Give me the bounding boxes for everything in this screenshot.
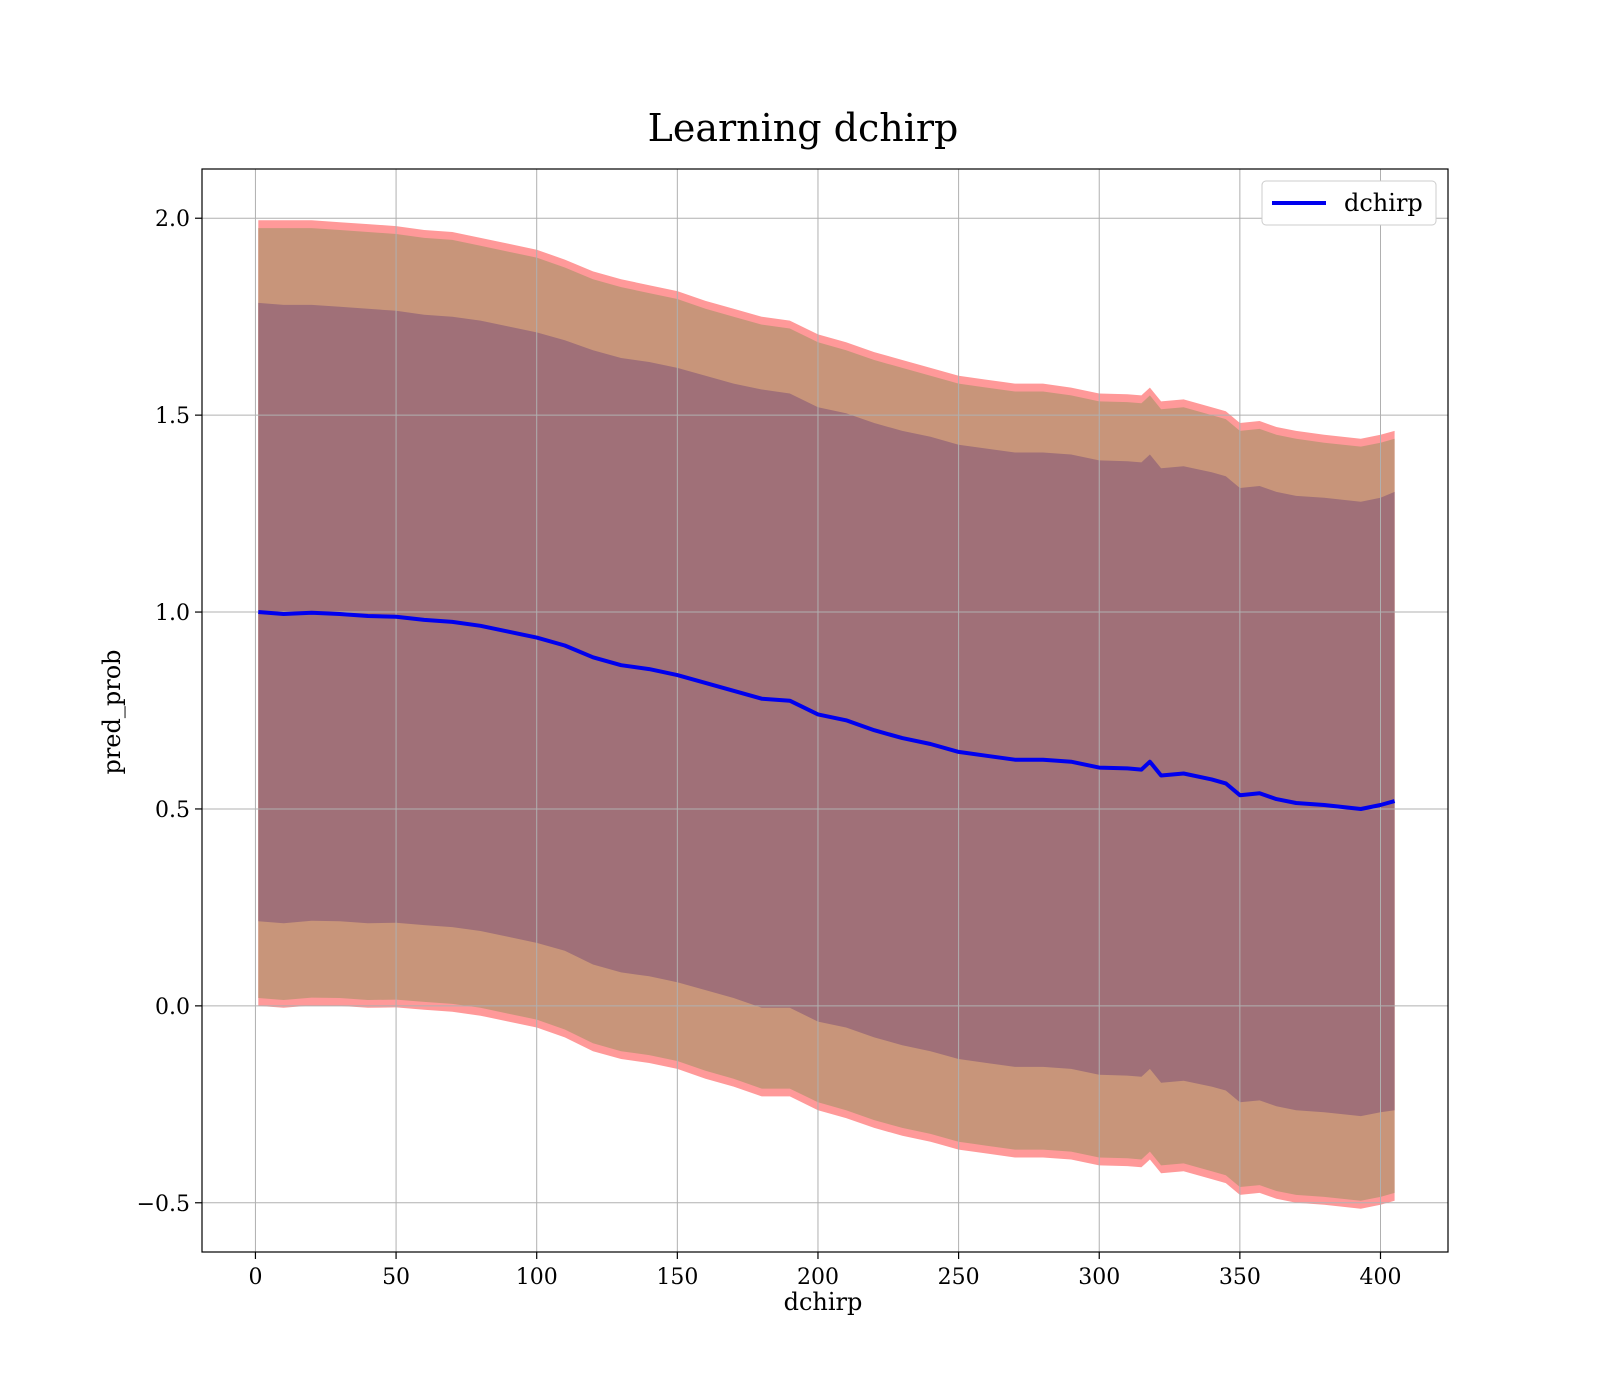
legend-label-dchirp: dchirp (1344, 189, 1423, 217)
x-tick-label: 350 (1219, 1265, 1261, 1290)
x-tick-label: 50 (382, 1265, 410, 1290)
plot-area: 0 50 100 150 200 250 300 350 400 −0.5 0.0 0.5 1.0 1.… (137, 168, 1449, 1290)
grid-lines (202, 169, 1448, 1252)
y-axis-label: pred_prob (98, 649, 126, 774)
chart-title: Learning dchirp (648, 106, 959, 150)
x-axis-label: dchirp (784, 1288, 863, 1316)
x-tick-label: 300 (1078, 1265, 1120, 1290)
y-tick-label: 0.0 (155, 995, 190, 1020)
y-tick-label: 1.5 (155, 404, 190, 429)
x-tick-label: 400 (1359, 1265, 1401, 1290)
y-tick-label: 0.5 (155, 798, 190, 823)
axes-frame (201, 168, 1449, 1253)
x-tick-label: 250 (938, 1265, 980, 1290)
series-line-dchirp (258, 610, 1396, 811)
x-tick-label: 150 (656, 1265, 698, 1290)
x-axis-ticks: 0 50 100 150 200 250 300 350 400 (248, 1252, 1401, 1290)
band-inner (258, 302, 1395, 1117)
y-tick-label: 1.0 (155, 601, 190, 626)
x-tick-label: 0 (248, 1265, 262, 1290)
legend: dchirp (1261, 180, 1437, 226)
x-tick-label: 100 (516, 1265, 558, 1290)
x-tick-label: 200 (797, 1265, 839, 1290)
y-tick-label: −0.5 (137, 1192, 190, 1217)
legend-box (1261, 180, 1437, 226)
y-axis-ticks: −0.5 0.0 0.5 1.0 1.5 2.0 (137, 207, 202, 1217)
y-tick-label: 2.0 (155, 207, 190, 232)
